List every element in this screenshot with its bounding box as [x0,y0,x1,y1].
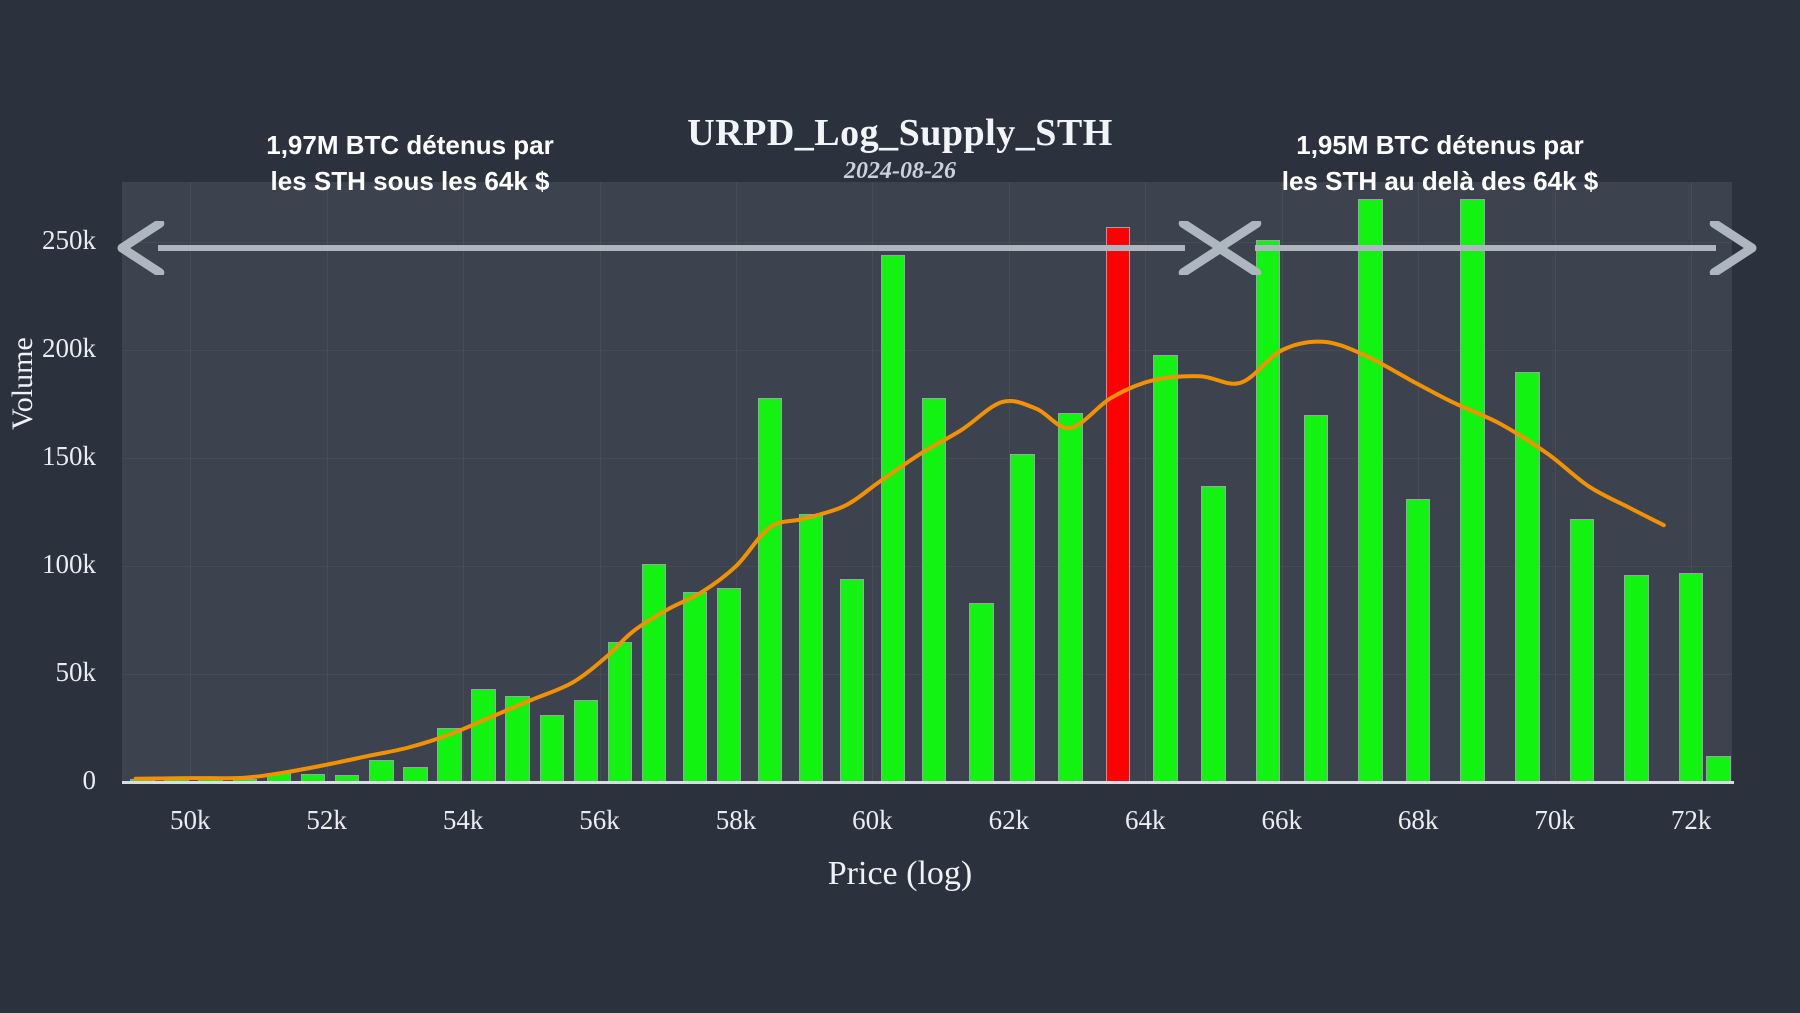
x-axis-tick-label: 56k [579,805,620,835]
bar [471,689,496,782]
bar [757,397,783,782]
x-axis-tick-label: 72k [1670,805,1712,835]
annotation-left-line2: les STH sous les 64k $ [270,165,550,196]
bar [607,641,633,782]
x-axis-tick-label: 64k [1125,805,1166,835]
bar [716,587,742,782]
y-axis-tick-label: 250k [42,225,96,256]
grid-line-vertical [735,182,737,782]
chart-title: URPD_Log_Supply_STH [687,112,1113,154]
y-axis-tick-label: 150k [42,441,96,472]
grid-line-vertical [190,182,192,782]
x-axis-tick-label: 50k [169,805,211,835]
x-axis-tick-label: 52k [306,805,347,835]
line-path [136,342,1664,779]
bar [641,564,667,782]
grid-line-vertical [1281,182,1283,782]
x-axis-tick-label: 68k [1397,805,1439,835]
grid-line-horizontal [122,350,1732,352]
bar [1358,199,1383,782]
y-axis-tick-label: 0 [82,765,97,795]
grid-line-vertical [463,182,465,782]
bar [1460,199,1486,782]
x-axis-tick-label: 66k [1261,805,1302,835]
grid-line-vertical [599,182,601,782]
x-axis-tick-label: 58k [715,805,757,835]
bar [921,397,947,782]
bar [1405,499,1431,782]
bar [1201,486,1226,782]
chart-subtitle: 2024-08-26 [844,158,956,184]
bar-series [122,182,1732,782]
annotation-right-line1: 1,95M BTC détenus par [1296,130,1584,160]
grid-line-vertical [1008,182,1010,782]
grid-line-vertical [1418,182,1420,782]
bar [1010,453,1035,782]
grid-line-vertical [872,182,874,782]
grid-line-vertical [326,182,328,782]
bar [880,255,906,782]
bar [1303,415,1329,782]
bar [1678,572,1704,782]
y-axis-tick-label: 100k [42,549,96,580]
x-axis-line [122,781,1734,784]
bar [682,592,708,782]
bar [573,700,599,782]
smoothed-distribution-line [122,182,1732,782]
grid-line-vertical [1145,182,1147,782]
annotation-left-line1: 1,97M BTC détenus par [266,130,554,160]
annotation-right-line2: les STH au delà des 64k $ [1281,165,1599,196]
x-axis-tick-label: 54k [442,805,484,835]
y-axis-tick-label: 50k [55,657,97,688]
x-axis-tick-label: 60k [852,805,893,835]
bar [798,514,824,782]
x-axis-title: Price (log) [827,855,973,892]
bar [1057,412,1083,782]
bar [539,715,565,782]
bar [1255,240,1281,782]
bar [1153,354,1179,782]
bar [839,579,865,782]
annotation-right: 1,95M BTC détenus par les STH au delà de… [1240,128,1640,200]
annotation-left: 1,97M BTC détenus par les STH sous les 6… [210,128,610,200]
x-axis-tick-label: 62k [988,805,1030,835]
grid-line-vertical [1691,182,1693,782]
grid-line-vertical [1554,182,1556,782]
bar [969,602,994,782]
y-axis-tick-label: 200k [42,333,96,364]
x-axis-tick-label: 70k [1534,805,1575,835]
bar [1569,518,1595,782]
